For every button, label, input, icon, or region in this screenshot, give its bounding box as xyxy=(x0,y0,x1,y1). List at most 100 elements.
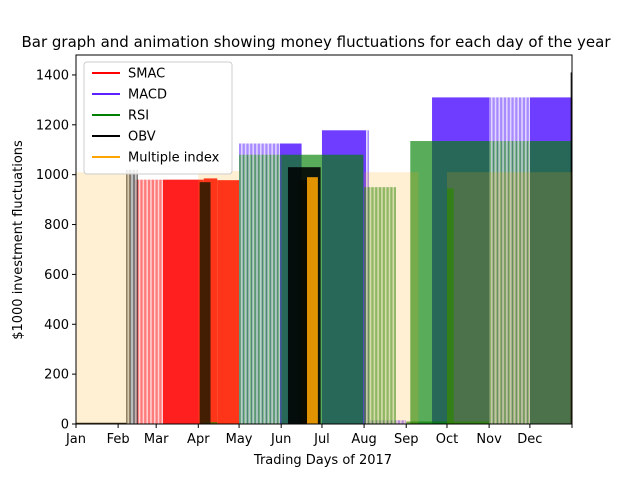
bar xyxy=(380,187,381,424)
bar xyxy=(146,179,148,424)
y-tick-label: 600 xyxy=(44,268,69,283)
bar xyxy=(130,169,131,424)
bar xyxy=(279,154,281,424)
bar xyxy=(153,179,155,424)
bar-segment xyxy=(321,154,363,424)
bar xyxy=(498,141,500,424)
bar xyxy=(364,187,365,424)
bar-segment xyxy=(76,422,127,424)
x-tick-label: Oct xyxy=(436,432,458,447)
bar xyxy=(271,154,273,424)
bar xyxy=(404,420,406,424)
bar xyxy=(141,179,142,424)
bar xyxy=(264,154,266,424)
bar xyxy=(383,187,384,424)
y-tick-label: 1000 xyxy=(36,168,69,183)
bar xyxy=(395,187,396,424)
x-tick-label: Aug xyxy=(351,432,376,447)
bar xyxy=(523,141,524,424)
bar xyxy=(398,420,399,424)
bar-segment xyxy=(199,182,211,424)
bar xyxy=(393,187,395,424)
bar xyxy=(505,141,506,424)
bar xyxy=(126,169,127,424)
bar xyxy=(387,187,388,424)
y-tick-label: 800 xyxy=(44,218,69,233)
bar xyxy=(258,154,259,424)
bar xyxy=(497,141,498,424)
bar xyxy=(152,179,153,424)
bar xyxy=(260,154,262,424)
bar xyxy=(384,187,386,424)
x-tick-label: May xyxy=(226,432,253,447)
bar xyxy=(131,169,133,424)
bar xyxy=(506,141,508,424)
bar xyxy=(502,141,504,424)
chart-title: Bar graph and animation showing money fl… xyxy=(21,33,611,51)
bar xyxy=(251,154,252,424)
bar xyxy=(521,141,523,424)
bar xyxy=(493,141,494,424)
bar xyxy=(392,187,394,424)
bar xyxy=(137,169,138,424)
axes: 0 200 400 600 800 1000 1200 1400 Jan Feb Mar Apr May… xyxy=(36,54,573,447)
bar xyxy=(388,187,390,424)
bar xyxy=(277,154,278,424)
bar-segment xyxy=(570,72,572,425)
bar xyxy=(377,187,379,424)
bar xyxy=(373,187,375,424)
bar-segment xyxy=(307,177,318,424)
y-tick-label: 1400 xyxy=(36,68,69,83)
bar xyxy=(489,141,490,424)
bar-segment xyxy=(446,172,572,424)
bar-segment xyxy=(364,172,419,424)
bar xyxy=(135,169,137,424)
bar xyxy=(160,179,161,424)
x-tick-label: Dec xyxy=(517,432,542,447)
bar xyxy=(139,179,141,424)
bar xyxy=(157,179,159,424)
bar xyxy=(249,154,251,424)
bar xyxy=(148,179,149,424)
bar xyxy=(254,154,255,424)
x-tick-label: Jul xyxy=(313,432,330,447)
x-tick-label: Nov xyxy=(476,432,502,447)
bar xyxy=(490,141,492,424)
bar-segment xyxy=(162,179,204,424)
legend-label: OBV xyxy=(128,130,156,145)
bar xyxy=(491,141,493,424)
bar xyxy=(509,141,511,424)
bar xyxy=(243,154,244,424)
bar-segment xyxy=(406,421,490,424)
bar-segment xyxy=(217,180,240,424)
legend-item: RSI xyxy=(92,109,149,124)
legend-item: Multiple index xyxy=(92,151,220,166)
bar xyxy=(520,141,521,424)
bar xyxy=(528,141,530,424)
plot-area xyxy=(76,72,572,425)
bar xyxy=(508,141,509,424)
bar xyxy=(389,187,391,424)
bar xyxy=(379,187,380,424)
bar xyxy=(376,187,377,424)
bar xyxy=(133,169,134,424)
bar xyxy=(138,179,140,424)
bar xyxy=(514,141,516,424)
bar xyxy=(156,179,157,424)
legend-item: OBV xyxy=(92,130,156,145)
bar xyxy=(259,154,261,424)
bar xyxy=(268,154,270,424)
legend: SMAC MACD RSI OBV Multiple index xyxy=(83,61,233,175)
legend-box xyxy=(83,61,233,175)
bar xyxy=(150,179,152,424)
bar xyxy=(273,154,274,424)
bar xyxy=(501,141,502,424)
bar xyxy=(403,420,405,424)
axes-frame xyxy=(75,54,573,425)
bar xyxy=(267,154,269,424)
bar xyxy=(400,420,402,424)
bar-segment xyxy=(446,188,454,424)
bar xyxy=(402,420,403,424)
bar xyxy=(256,154,258,424)
legend-label: SMAC xyxy=(128,67,165,82)
